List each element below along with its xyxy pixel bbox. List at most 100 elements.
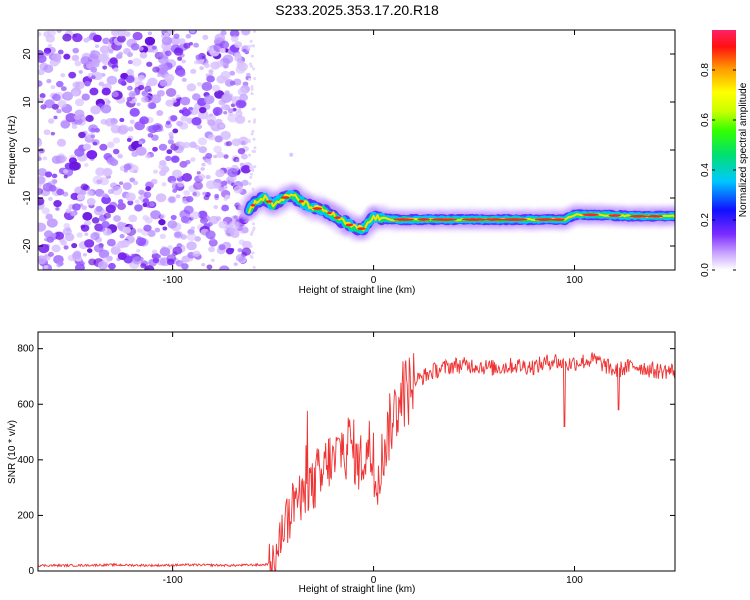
noise-speckle <box>215 169 225 178</box>
noise-speckle <box>246 72 251 77</box>
noise-speckle <box>209 71 214 76</box>
noise-speckle <box>149 153 155 158</box>
noise-speckle <box>102 167 113 177</box>
noise-speckle <box>158 219 166 226</box>
noise-speckle <box>111 185 123 196</box>
noise-speckle <box>71 54 80 62</box>
noise-speckle <box>129 107 140 117</box>
noise-speckle <box>234 52 242 59</box>
noise-speckle <box>132 31 143 41</box>
noise-speckle <box>92 34 102 43</box>
noise-speckle <box>126 137 132 142</box>
noise-speckle <box>227 167 238 178</box>
noise-speckle <box>218 220 228 229</box>
noise-speckle <box>139 52 148 59</box>
noise-speckle <box>39 62 49 71</box>
noise-speckle <box>108 49 114 54</box>
noise-speckle <box>84 232 89 236</box>
noise-speckle <box>144 36 156 46</box>
noise-speckle <box>242 48 247 53</box>
noise-speckle <box>129 119 135 125</box>
snr-series-line <box>38 352 675 571</box>
noise-speckle <box>201 162 206 167</box>
noise-speckle <box>57 49 64 55</box>
noise-speckle <box>68 71 77 79</box>
noise-speckle <box>159 233 166 239</box>
noise-speckle <box>168 132 174 137</box>
noise-speckle <box>192 191 197 196</box>
noise-speckle <box>108 262 116 270</box>
noise-speckle <box>63 245 69 250</box>
noise-speckle <box>136 228 143 233</box>
noise-speckle <box>180 96 191 106</box>
noise-speckle <box>38 197 45 206</box>
noise-speckle <box>176 65 183 71</box>
noise-speckle <box>251 251 255 255</box>
noise-speckle <box>38 69 45 76</box>
noise-speckle <box>240 164 252 174</box>
noise-speckle <box>250 230 254 234</box>
noise-speckle <box>43 31 51 38</box>
noise-speckle <box>51 53 62 62</box>
noise-speckle <box>111 30 120 37</box>
noise-speckle <box>72 81 81 89</box>
noise-speckle <box>80 56 91 65</box>
noise-speckle <box>152 169 159 174</box>
noise-speckle <box>170 214 177 220</box>
noise-speckle <box>247 140 251 144</box>
noise-speckle <box>161 165 170 173</box>
noise-speckle <box>131 57 142 67</box>
noise-speckle <box>222 54 234 64</box>
noise-speckle <box>102 209 108 214</box>
noise-speckle <box>93 244 104 253</box>
noise-speckle <box>250 54 254 58</box>
chart-title: S233.2025.353.17.20.R18 <box>275 2 439 18</box>
signal-hotspot <box>582 213 600 217</box>
noise-speckle <box>214 193 220 199</box>
noise-speckle <box>235 158 240 163</box>
noise-speckle <box>38 255 47 265</box>
noise-speckle <box>216 151 224 159</box>
spectrogram-y-tick-label: 10 <box>22 96 33 108</box>
spectrogram-y-label: Frequency (Hz) <box>7 116 18 185</box>
noise-speckle <box>38 222 47 232</box>
noise-speckle <box>113 215 121 222</box>
noise-speckle <box>252 44 256 48</box>
noise-speckle <box>58 155 68 163</box>
noise-speckle <box>215 39 221 44</box>
signal-hotspot <box>298 200 304 203</box>
noise-speckle <box>180 216 190 224</box>
snr-y-tick-label: 400 <box>17 455 34 466</box>
noise-speckle <box>139 116 149 125</box>
noise-speckle <box>110 124 121 134</box>
noise-speckle <box>163 32 169 38</box>
noise-speckle <box>161 36 173 46</box>
noise-speckle <box>249 62 253 66</box>
noise-speckle <box>195 54 203 61</box>
noise-speckle <box>229 247 235 252</box>
noise-speckle <box>143 191 152 199</box>
noise-speckle <box>190 226 195 231</box>
noise-speckle <box>117 153 123 159</box>
noise-speckle <box>252 137 256 141</box>
noise-speckle <box>229 70 236 76</box>
noise-speckle <box>253 30 257 33</box>
noise-speckle <box>237 100 247 108</box>
noise-speckle <box>84 163 89 167</box>
noise-speckle <box>203 195 210 201</box>
noise-speckle <box>147 101 157 110</box>
noise-speckle <box>172 128 179 134</box>
snr-panel: -100 0 100 0 200 400 600 800 Height of straight… <box>7 331 676 595</box>
noise-speckle <box>71 242 78 249</box>
noise-speckle <box>86 190 94 197</box>
noise-speckle <box>51 173 58 179</box>
noise-speckle <box>118 181 124 186</box>
noise-speckle <box>207 119 216 126</box>
noise-speckle <box>62 169 69 174</box>
noise-speckle <box>41 207 50 215</box>
noise-speckle <box>213 145 223 154</box>
noise-speckle <box>55 207 60 211</box>
noise-speckle <box>223 154 229 159</box>
noise-speckle <box>146 61 153 67</box>
noise-speckle <box>117 199 124 204</box>
